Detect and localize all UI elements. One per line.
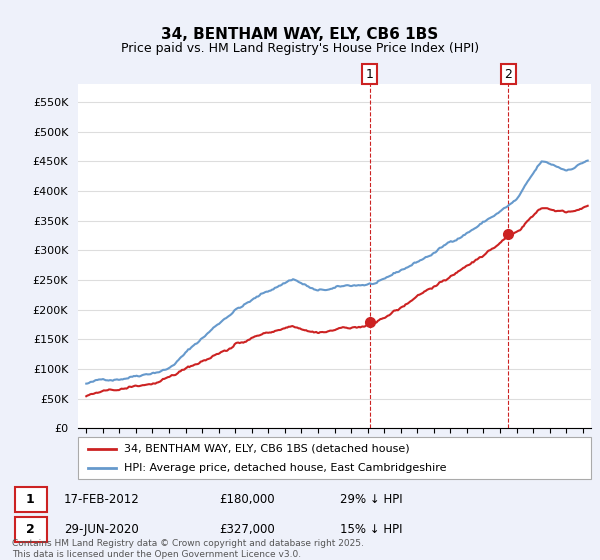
Text: 34, BENTHAM WAY, ELY, CB6 1BS: 34, BENTHAM WAY, ELY, CB6 1BS [161,27,439,42]
Text: 17-FEB-2012: 17-FEB-2012 [64,493,140,506]
Text: Price paid vs. HM Land Registry's House Price Index (HPI): Price paid vs. HM Land Registry's House … [121,42,479,55]
Text: 15% ↓ HPI: 15% ↓ HPI [340,523,403,536]
Text: 1: 1 [366,68,374,81]
Text: Contains HM Land Registry data © Crown copyright and database right 2025.
This d: Contains HM Land Registry data © Crown c… [12,539,364,559]
FancyBboxPatch shape [78,437,591,479]
FancyBboxPatch shape [15,517,47,542]
Text: 2: 2 [505,68,512,81]
Text: 29% ↓ HPI: 29% ↓ HPI [340,493,403,506]
Text: £327,000: £327,000 [220,523,275,536]
Text: £180,000: £180,000 [220,493,275,506]
Text: 1: 1 [26,493,35,506]
Text: 34, BENTHAM WAY, ELY, CB6 1BS (detached house): 34, BENTHAM WAY, ELY, CB6 1BS (detached … [124,444,410,454]
Text: 2: 2 [26,523,35,536]
Text: HPI: Average price, detached house, East Cambridgeshire: HPI: Average price, detached house, East… [124,463,446,473]
Text: 29-JUN-2020: 29-JUN-2020 [64,523,139,536]
FancyBboxPatch shape [15,487,47,512]
